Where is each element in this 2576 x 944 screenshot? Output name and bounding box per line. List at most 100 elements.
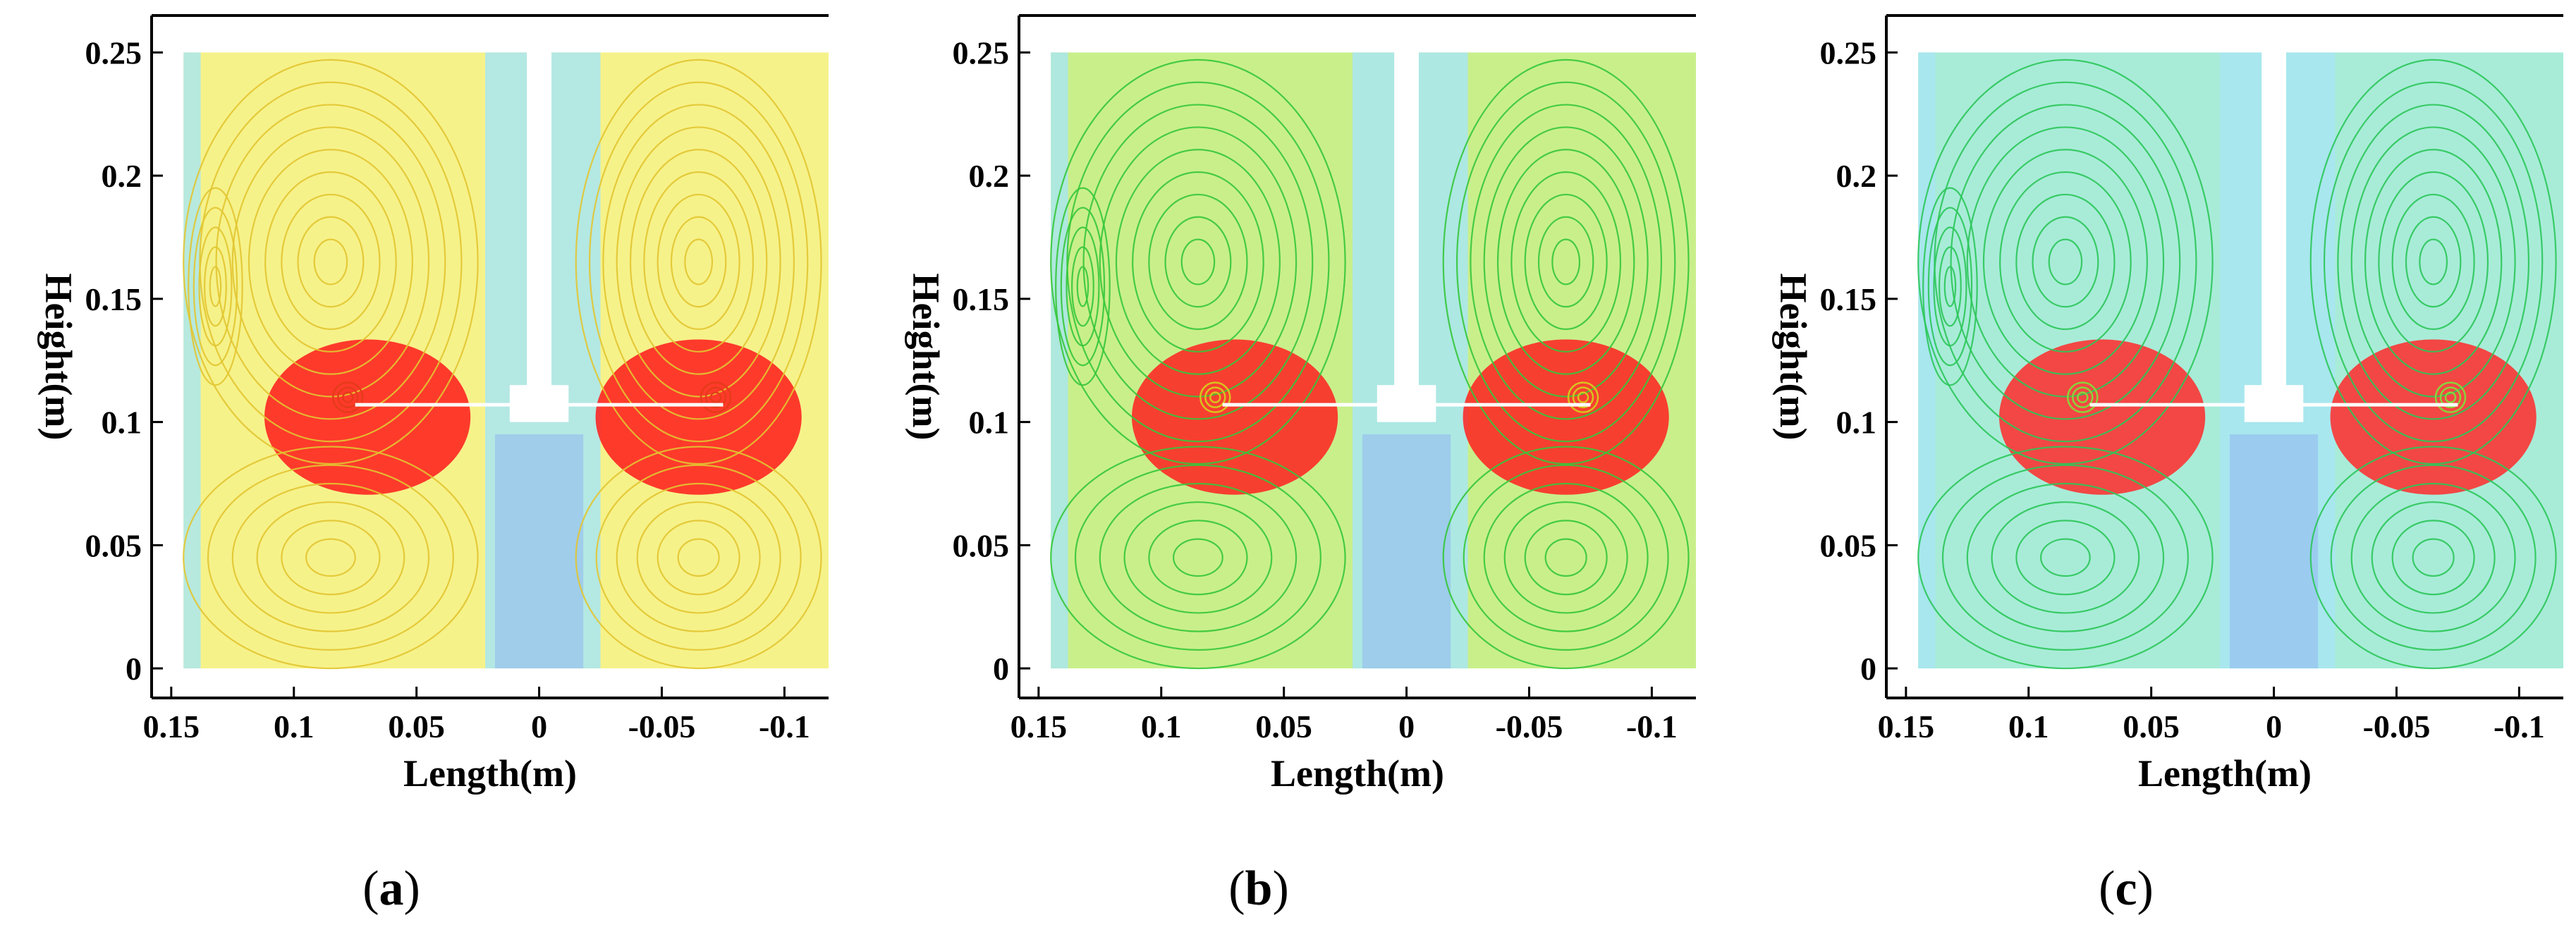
x-axis-title: Length(m) <box>1271 752 1444 795</box>
streamline-loop-3-5 <box>1463 464 1669 651</box>
vortex-core-0-2 <box>2072 386 2094 408</box>
plot-area <box>1917 48 2563 670</box>
streamline-loop-4-1 <box>1943 266 1957 307</box>
y-tick-label: 0.2 <box>102 158 142 194</box>
x-tick-label: 0.15 <box>1011 709 1068 744</box>
streamline-loop-1-6 <box>2350 126 2516 398</box>
streamline-loop-1-5 <box>2364 149 2503 375</box>
streamline-loop-3-1 <box>1544 538 1587 577</box>
lower-wake-region <box>2229 434 2319 669</box>
streamline-loop-4-3 <box>1066 226 1100 347</box>
y-tick-label: 0 <box>993 651 1009 687</box>
streamline-loop-0-5 <box>248 149 413 375</box>
streamline-loop-0-2 <box>297 216 365 308</box>
y-axis-title: Height(m) <box>37 274 80 441</box>
streamline-loop-4-4 <box>1060 207 1106 367</box>
plot-area <box>1050 48 1696 670</box>
y-tick-label: 0.25 <box>953 35 1010 71</box>
caption-close: ) <box>2137 862 2154 916</box>
vortex-core-1-3 <box>2434 381 2467 413</box>
panel-c: 0 0.05 0.1 0.15 0.2 0.25 0.15 0.1 0.05 0 -0.05 -0.1… <box>1772 14 2563 916</box>
streamline-loop-3-3 <box>1503 501 1628 614</box>
vortex-core-0-1 <box>342 391 354 403</box>
streamline-loop-3-6 <box>1442 446 1690 670</box>
streamline-loop-3-6 <box>575 446 822 670</box>
streamline-loop-2-6 <box>1917 446 2214 670</box>
lower-wake-region <box>494 434 584 669</box>
x-tick-label: -0.1 <box>2493 709 2545 744</box>
streamline-loop-2-3 <box>1123 501 1273 614</box>
hot-zone-right <box>595 339 802 495</box>
y-axis-title: Height(m) <box>905 274 947 441</box>
vortex-core-1-2 <box>704 386 727 408</box>
streamline-loop-3-3 <box>2371 501 2496 614</box>
streamline-loop-1-8 <box>1455 81 1676 443</box>
streamline-loop-3-2 <box>1524 520 1608 596</box>
x-axis-title: Length(m) <box>403 752 577 795</box>
streamline-loop-1-3 <box>2391 193 2475 331</box>
streamline-loop-2-4 <box>1099 482 1298 632</box>
streamline-loop-4-5 <box>1055 187 1111 386</box>
vortex-core-1-1 <box>709 391 722 403</box>
streamline-loop-1-7 <box>2337 104 2530 420</box>
streamline-loop-3-4 <box>2350 482 2516 632</box>
lower-wake-region <box>1362 434 1451 669</box>
y-tick-label: 0.25 <box>1820 35 1877 71</box>
y-tick-label: 0.05 <box>85 527 142 563</box>
panel-caption: (b) <box>1228 862 1289 916</box>
x-tick-label: 0.05 <box>1255 709 1312 744</box>
streamline-loop-0-9 <box>1917 59 2214 465</box>
vortex-core-1-1 <box>2444 391 2457 403</box>
streamline-loop-0-5 <box>1115 149 1281 375</box>
streamline-loop-4-2 <box>1939 246 1962 327</box>
streamline-loop-1-2 <box>1537 216 1594 308</box>
caption-close: ) <box>1272 862 1288 916</box>
caption-open: ( <box>2099 862 2115 916</box>
impeller-shaft <box>2261 48 2286 405</box>
x-tick-label: -0.1 <box>1626 709 1678 744</box>
panel-caption: (c) <box>2099 862 2154 916</box>
streamline-loop-3-4 <box>616 482 781 632</box>
plot-area <box>183 48 829 670</box>
streamline-loop-4-5 <box>1922 187 1978 386</box>
x-tick-label: -0.1 <box>759 709 810 744</box>
streamline-loop-1-9 <box>1442 59 1690 465</box>
streamline-loop-2-3 <box>1991 501 2140 614</box>
y-tick-label: 0.15 <box>85 281 142 317</box>
x-tick-label: 0.15 <box>1878 709 1935 744</box>
x-tick-label: 0.15 <box>143 709 200 744</box>
streamline-loop-0-3 <box>1148 193 1248 331</box>
y-tick-label: 0.2 <box>969 158 1010 194</box>
streamline-loop-1-4 <box>2378 171 2489 353</box>
x-tick-label: -0.05 <box>2363 709 2431 744</box>
streamline-loop-2-3 <box>256 501 405 614</box>
impeller-hub <box>509 385 569 422</box>
x-tick-label: 0.05 <box>388 709 445 744</box>
streamline-loop-0-3 <box>281 193 381 331</box>
streamline-loop-4-5 <box>188 187 243 386</box>
streamline-loop-1-1 <box>684 238 714 286</box>
streamline-loop-2-6 <box>1050 446 1346 670</box>
y-tick-label: 0.25 <box>85 35 142 71</box>
y-tick-label: 0.15 <box>1820 281 1877 317</box>
x-tick-label: 0.1 <box>1141 709 1182 744</box>
streamline-loop-0-7 <box>1950 104 2181 420</box>
hot-zone-left <box>1132 339 1338 495</box>
panel-b: 0 0.05 0.1 0.15 0.2 0.25 0.15 0.1 0.05 0 -0.05 -0.1… <box>905 14 1696 916</box>
streamline-loop-0-1 <box>313 238 348 286</box>
streamline-loop-2-5 <box>207 464 454 651</box>
streamline-loop-4-1 <box>209 266 222 307</box>
streamline-loop-1-6 <box>1483 126 1649 398</box>
caption-letter: c <box>2115 862 2137 916</box>
streamline-loop-3-5 <box>2330 464 2537 651</box>
streamline-loop-0-6 <box>1966 126 2165 398</box>
streamline-loop-3-4 <box>1483 482 1649 632</box>
panel-caption: (a) <box>362 862 420 916</box>
streamline-loop-0-2 <box>2032 216 2099 308</box>
x-axis-title: Length(m) <box>2138 752 2312 795</box>
vortex-core-0-3 <box>2067 381 2099 413</box>
x-tick-label: 0.1 <box>274 709 315 744</box>
streamline-loop-0-6 <box>231 126 430 398</box>
y-tick-label: 0 <box>1860 651 1876 687</box>
streamline-loop-1-5 <box>1496 149 1635 375</box>
